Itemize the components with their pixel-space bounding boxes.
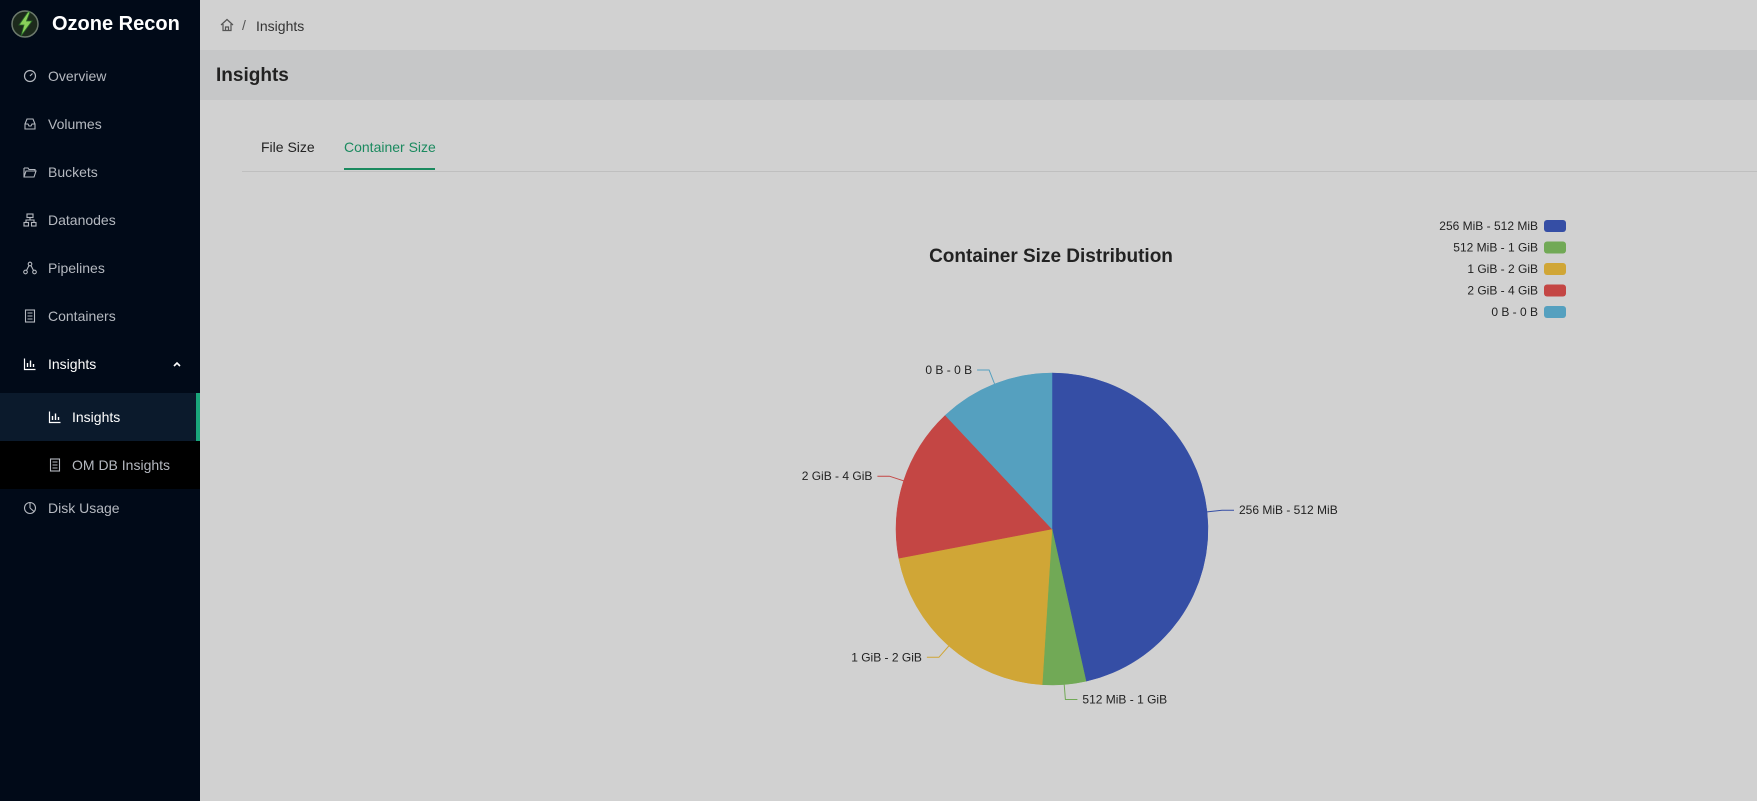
page-title: Insights — [216, 65, 289, 86]
pie-slice[interactable] — [1051, 372, 1209, 682]
deployment-unit-icon — [23, 261, 37, 275]
sidebar-item-label: Containers — [48, 308, 116, 324]
content-card: File Size Container Size Container Size … — [216, 100, 1757, 801]
dashboard-icon — [23, 69, 37, 83]
sidebar-item-label: Disk Usage — [48, 500, 120, 516]
ozone-logo-icon — [11, 10, 39, 38]
legend-label[interactable]: 512 MiB - 1 GiB — [1453, 241, 1538, 255]
pie-label-line — [877, 475, 904, 482]
sidebar-item-label: Insights — [72, 409, 121, 425]
chevron-up-icon — [173, 361, 181, 367]
home-icon[interactable] — [219, 17, 235, 33]
legend-label[interactable]: 1 GiB - 2 GiB — [1467, 262, 1538, 276]
sidebar-subitem-insights[interactable]: Insights — [0, 393, 200, 441]
cluster-icon — [23, 213, 37, 227]
pie-label-line — [1207, 509, 1234, 513]
legend-swatch[interactable] — [1544, 220, 1566, 232]
sidebar-item-label: Insights — [48, 356, 97, 372]
app-logo[interactable]: Ozone Recon — [0, 0, 200, 50]
tab-bar: File Size Container Size — [242, 130, 1757, 172]
pie-slice[interactable] — [898, 528, 1053, 685]
legend-swatch[interactable] — [1544, 241, 1566, 254]
pie-label-line — [977, 369, 996, 385]
sidebar-item-datanodes[interactable]: Datanodes — [0, 196, 200, 244]
page-header: Insights — [200, 50, 1757, 100]
sidebar-item-disk-usage[interactable]: Disk Usage — [0, 484, 200, 532]
pie-label-line — [1063, 684, 1078, 700]
sidebar-item-volumes[interactable]: Volumes — [0, 100, 200, 148]
tab-file-size[interactable]: File Size — [261, 139, 315, 155]
pie-label-line — [926, 645, 950, 658]
legend-label[interactable]: 256 MiB - 512 MiB — [1439, 219, 1538, 233]
pie-slice-label: 512 MiB - 1 GiB — [1082, 693, 1167, 707]
pie-slice-label: 256 MiB - 512 MiB — [1239, 503, 1338, 517]
bar-chart-icon — [23, 357, 37, 371]
sidebar-subitem-om-db-insights[interactable]: OM DB Insights — [0, 441, 200, 489]
inbox-icon — [23, 117, 37, 131]
chart-title: Container Size Distribution — [929, 246, 1173, 267]
pie-slice-label: 0 B - 0 B — [925, 363, 972, 377]
breadcrumb-current: Insights — [256, 18, 305, 34]
sidebar-item-label: Volumes — [48, 116, 102, 132]
active-tab-indicator — [344, 168, 435, 170]
pie-slice-label: 1 GiB - 2 GiB — [851, 650, 922, 664]
sidebar-item-pipelines[interactable]: Pipelines — [0, 244, 200, 292]
pie-slice-label: 2 GiB - 4 GiB — [802, 469, 873, 483]
legend-label[interactable]: 0 B - 0 B — [1491, 305, 1538, 319]
pie-slice[interactable] — [895, 414, 1053, 559]
top-header: / Insights — [200, 0, 1757, 50]
sidebar-item-label: OM DB Insights — [72, 457, 171, 473]
sidebar-item-label: Pipelines — [48, 260, 105, 276]
tab-container-size[interactable]: Container Size — [344, 139, 436, 155]
container-icon — [23, 309, 37, 323]
sidebar: Ozone Recon Overview Volumes Buckets Dat… — [0, 0, 200, 801]
legend-swatch[interactable] — [1544, 306, 1566, 318]
legend-swatch[interactable] — [1544, 284, 1566, 297]
sidebar-item-overview[interactable]: Overview — [0, 52, 200, 100]
legend-label[interactable]: 2 GiB - 4 GiB — [1467, 284, 1538, 298]
sidebar-item-label: Buckets — [48, 164, 98, 180]
database-icon — [48, 458, 62, 472]
legend-swatch[interactable] — [1544, 263, 1566, 275]
sidebar-item-insights[interactable]: Insights — [0, 340, 200, 388]
bar-chart-icon — [48, 410, 62, 424]
breadcrumb-separator: / — [242, 17, 246, 33]
container-size-pie-chart: Container Size Distribution 256 MiB - 51… — [802, 219, 1566, 707]
sidebar-item-buckets[interactable]: Buckets — [0, 148, 200, 196]
folder-open-icon — [23, 165, 37, 179]
sidebar-item-label: Overview — [48, 68, 107, 84]
sidebar-item-label: Datanodes — [48, 212, 116, 228]
pie-chart-icon — [23, 501, 37, 515]
app-title: Ozone Recon — [52, 13, 180, 35]
sidebar-item-containers[interactable]: Containers — [0, 292, 200, 340]
